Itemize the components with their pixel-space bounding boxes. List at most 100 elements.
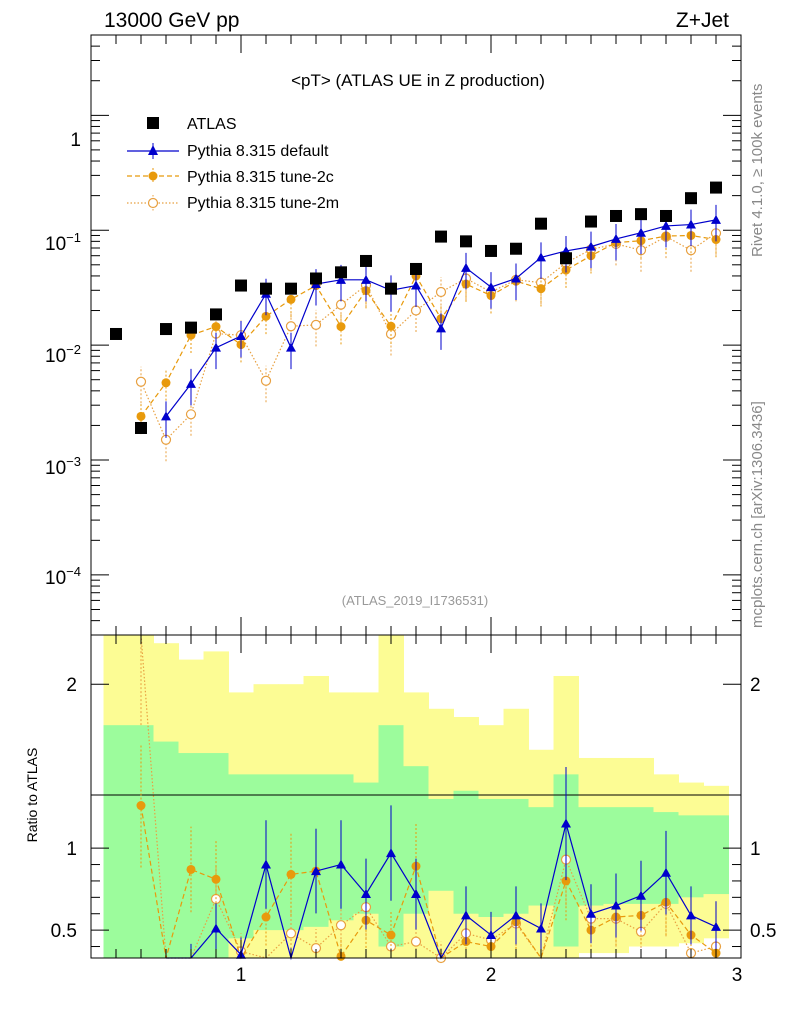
- series-marker: [236, 331, 246, 341]
- ratio-marker: [286, 869, 296, 879]
- ratio-y-tick-label: 2: [750, 675, 761, 696]
- series-line: [140, 234, 717, 417]
- series-marker: [636, 227, 646, 237]
- main-plot-series: [110, 181, 722, 462]
- series-marker: [661, 220, 671, 230]
- ratio-marker: [561, 818, 571, 828]
- green-band: [678, 815, 704, 898]
- series-marker: [310, 319, 322, 330]
- main-plot-ticks: 10−4 10−3 10−2 10−1 1: [45, 34, 742, 636]
- series-marker: [136, 411, 146, 421]
- ratio-marker: [285, 928, 297, 939]
- legend-2m-marker: [147, 197, 159, 209]
- ratio-marker: [361, 889, 371, 899]
- data-point: [510, 242, 522, 255]
- series-marker: [435, 286, 447, 298]
- legend-default-label: Pythia 8.315 default: [187, 143, 329, 160]
- series-marker: [361, 274, 371, 284]
- series-marker: [686, 219, 696, 229]
- series-marker: [461, 262, 471, 272]
- series-marker: [261, 311, 271, 321]
- ratio-marker: [686, 910, 696, 920]
- ratio-marker: [211, 874, 221, 884]
- ratio-marker: [386, 930, 396, 940]
- data-point: [260, 282, 272, 295]
- series-marker: [260, 375, 272, 386]
- analysis-watermark: (ATLAS_2019_I1736531): [342, 593, 488, 608]
- ratio-y-tick-label: 1: [66, 839, 77, 860]
- green-band: [153, 741, 179, 958]
- ratio-marker: [261, 912, 271, 922]
- data-point: [185, 321, 197, 334]
- legend-2m-label: Pythia 8.315 tune-2m: [187, 195, 339, 212]
- y-tick-label: 10−2: [45, 342, 81, 367]
- data-point: [285, 282, 297, 295]
- ratio-marker: [611, 900, 621, 910]
- series-line: [140, 232, 717, 441]
- legend-default-marker: [148, 145, 158, 155]
- mcplots-label: mcplots.cern.ch [arXiv:1306.3436]: [749, 401, 766, 628]
- data-point: [560, 252, 572, 265]
- series-marker: [286, 294, 296, 304]
- y-tick-label: 1: [70, 130, 81, 151]
- ratio-marker: [511, 910, 521, 920]
- ratio-marker: [461, 910, 471, 920]
- green-band: [703, 815, 729, 895]
- legend-2c-marker: [148, 171, 158, 181]
- ratio-x-tick-label: 2: [486, 965, 497, 986]
- ratio-y-tick-label: 2: [66, 675, 77, 696]
- plot-title: <pT> (ATLAS UE in Z production): [291, 71, 545, 90]
- green-band: [228, 774, 254, 939]
- series-marker: [211, 342, 221, 352]
- series-marker: [411, 280, 421, 290]
- data-point: [385, 282, 397, 295]
- data-point: [135, 421, 147, 434]
- ratio-marker: [586, 908, 596, 918]
- ratio-x-tick-label: 1: [236, 965, 247, 986]
- data-point: [610, 209, 622, 222]
- data-point: [235, 279, 247, 292]
- data-point: [635, 208, 647, 221]
- ratio-marker: [636, 890, 646, 900]
- data-point: [410, 262, 422, 275]
- data-point: [310, 272, 322, 285]
- series-marker: [211, 322, 221, 332]
- series-marker: [286, 342, 296, 352]
- ratio-marker: [186, 864, 196, 874]
- green-band: [478, 798, 504, 918]
- series-marker: [410, 305, 422, 316]
- series-marker: [185, 409, 197, 420]
- series-marker: [711, 214, 721, 224]
- series-marker: [161, 411, 171, 421]
- series-marker: [161, 378, 171, 388]
- data-point: [660, 209, 672, 222]
- ratio-marker: [661, 867, 671, 877]
- series-marker: [386, 321, 396, 331]
- data-point: [160, 323, 172, 336]
- ratio-marker: [486, 930, 496, 940]
- series-marker: [685, 245, 697, 256]
- header-energy: 13000 GeV pp: [104, 9, 239, 32]
- ratio-y-tick-label: 0.5: [750, 921, 776, 942]
- series-marker: [285, 321, 297, 332]
- ratio-marker: [711, 921, 721, 931]
- green-band: [278, 774, 304, 931]
- data-point: [685, 192, 697, 205]
- ratio-marker: [536, 923, 546, 933]
- y-tick-label: 10−3: [45, 454, 81, 479]
- ratio-x-tick-label: 3: [732, 965, 743, 986]
- data-point: [535, 217, 547, 230]
- ratio-marker: [311, 866, 321, 876]
- ratio-plot-ticks: 0.5 0.5 1 1 2 2 1 2 3: [51, 635, 776, 986]
- ratio-y-tick-label: 0.5: [51, 921, 77, 942]
- ratio-marker: [336, 859, 346, 869]
- ratio-marker: [411, 889, 421, 899]
- green-band: [528, 807, 554, 906]
- legend-atlas-label: ATLAS: [187, 116, 237, 133]
- green-band: [103, 725, 129, 958]
- legend-2c-label: Pythia 8.315 tune-2c: [187, 169, 334, 186]
- ratio-plot-series: [136, 634, 722, 964]
- data-point: [585, 215, 597, 228]
- data-point: [460, 235, 472, 248]
